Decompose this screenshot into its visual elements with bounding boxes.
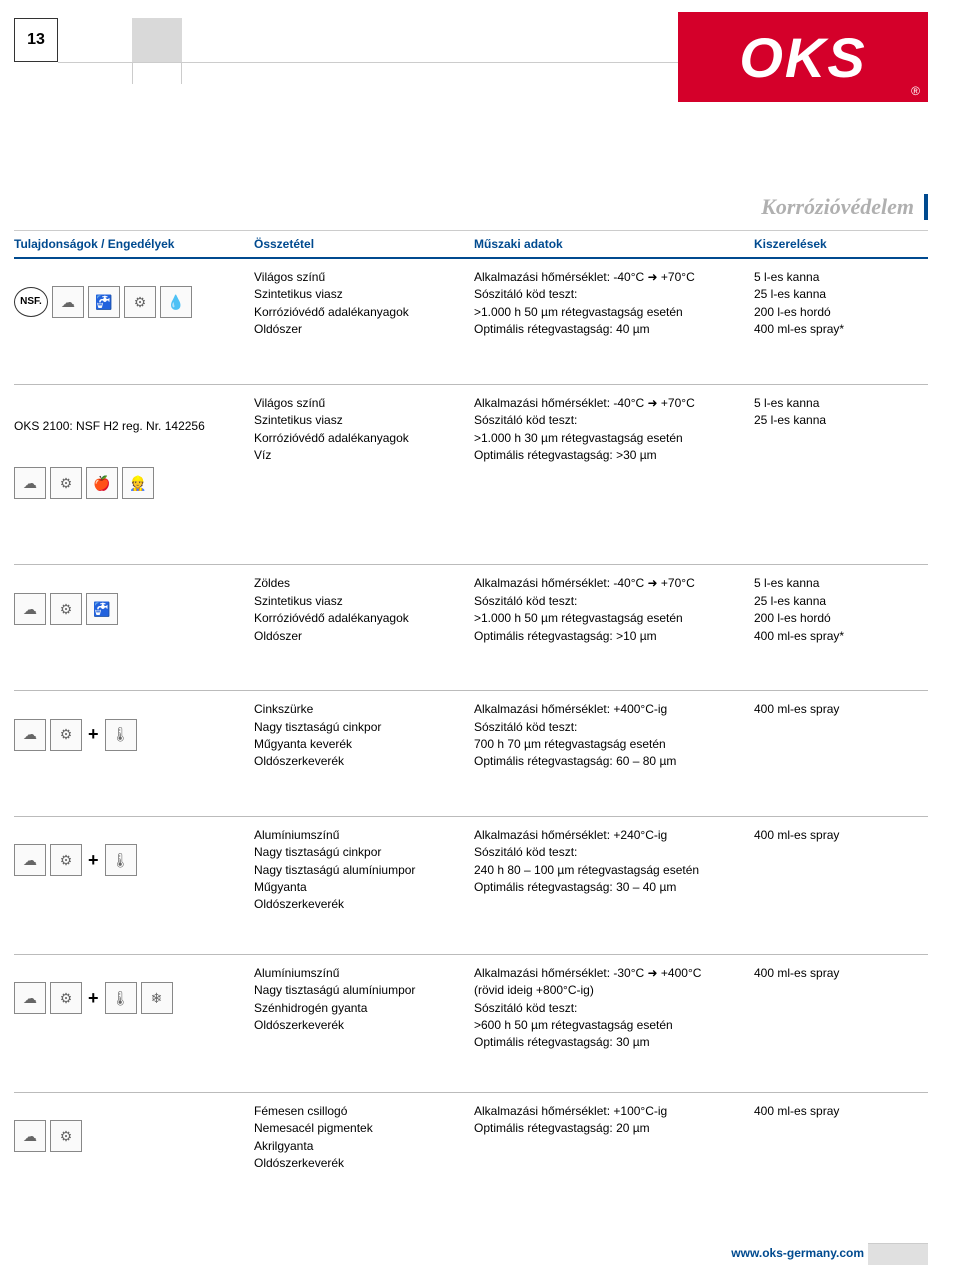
tech-text: Alkalmazási hőmérséklet: +240°C-ig Sószi… — [474, 827, 754, 914]
composition-text: Zöldes Szintetikus viasz Korrózióvédő ad… — [254, 575, 474, 650]
footer-tab — [868, 1243, 928, 1265]
gear-icon: ⚙ — [124, 286, 156, 318]
icon-group: ☁ ⚙ + 🌡 — [14, 844, 246, 876]
header-col-tech: Műszaki adatok — [474, 237, 754, 251]
header-col-packaging: Kiszerelések — [754, 237, 914, 251]
weather-icon: ☁ — [14, 593, 46, 625]
plus-icon: + — [86, 847, 101, 873]
tech-text: Alkalmazási hőmérséklet: +100°C-ig Optim… — [474, 1103, 754, 1178]
gear-icon: ⚙ — [50, 467, 82, 499]
section-title: Korrózióvédelem — [761, 194, 928, 220]
drop-icon: 💧 — [160, 286, 192, 318]
packaging-text: 400 ml-es spray — [754, 1103, 914, 1178]
composition-text: Cinkszürke Nagy tisztaságú cinkpor Műgya… — [254, 701, 474, 776]
packaging-text: 5 l-es kanna 25 l-es kanna 200 l-es hord… — [754, 575, 914, 650]
weather-icon: ☁ — [14, 982, 46, 1014]
weather-icon: ☁ — [52, 286, 84, 318]
tech-text: Alkalmazási hőmérséklet: -40°C ➜ +70°C S… — [474, 575, 754, 650]
icon-group: ☁ ⚙ + 🌡 ❄ — [14, 982, 246, 1014]
gear-icon: ⚙ — [50, 982, 82, 1014]
icon-group: ☁ ⚙ — [14, 1120, 246, 1152]
table-row: NSF. ☁ 🚰 ⚙ 💧 Világos színű Szintetikus v… — [14, 259, 928, 385]
plus-icon: + — [86, 985, 101, 1011]
top-tab — [132, 18, 182, 62]
temp-icon: 🌡 — [105, 844, 137, 876]
note-text: OKS 2100: NSF H2 reg. Nr. 142256 — [14, 418, 246, 435]
composition-text: Alumíniumszínű Nagy tisztaságú alumínium… — [254, 965, 474, 1052]
weather-icon: ☁ — [14, 1120, 46, 1152]
page-number: 13 — [14, 18, 58, 62]
plus-icon: + — [86, 721, 101, 747]
packaging-text: 400 ml-es spray — [754, 965, 914, 1052]
temp-icon: 🌡 — [105, 719, 137, 751]
tech-text: Alkalmazási hőmérséklet: -40°C ➜ +70°C S… — [474, 395, 754, 525]
table-header: Tulajdonságok / Engedélyek Összetétel Mű… — [14, 230, 928, 259]
composition-text: Fémesen csillogó Nemesacél pigmentek Akr… — [254, 1103, 474, 1178]
weather-icon: ☁ — [14, 719, 46, 751]
fruit-icon: 🍎 — [86, 467, 118, 499]
footer-url: www.oks-germany.com — [731, 1246, 864, 1262]
gear-icon: ⚙ — [50, 1120, 82, 1152]
header-col-properties: Tulajdonságok / Engedélyek — [14, 237, 254, 251]
oks-logo: OKS ® — [678, 12, 928, 102]
table-row: ☁ ⚙ + 🌡 Alumíniumszínű Nagy tisztaságú c… — [14, 817, 928, 955]
packaging-text: 400 ml-es spray — [754, 701, 914, 776]
table-row: ☁ ⚙ + 🌡 Cinkszürke Nagy tisztaságú cinkp… — [14, 691, 928, 817]
table-row: ☁ ⚙ 🚰 Zöldes Szintetikus viasz Korrózióv… — [14, 565, 928, 691]
table-row: OKS 2100: NSF H2 reg. Nr. 142256 ☁ ⚙ 🍎 👷… — [14, 385, 928, 566]
worker-icon: 👷 — [122, 467, 154, 499]
packaging-text: 400 ml-es spray — [754, 827, 914, 914]
packaging-text: 5 l-es kanna 25 l-es kanna — [754, 395, 914, 525]
temp-icon: 🌡 — [105, 982, 137, 1014]
tap-icon: 🚰 — [86, 593, 118, 625]
table-row: ☁ ⚙ + 🌡 ❄ Alumíniumszínű Nagy tisztaságú… — [14, 955, 928, 1093]
composition-text: Világos színű Szintetikus viasz Korrózió… — [254, 269, 474, 344]
tech-text: Alkalmazási hőmérséklet: -40°C ➜ +70°C S… — [474, 269, 754, 344]
tech-text: Alkalmazási hőmérséklet: +400°C-ig Sószi… — [474, 701, 754, 776]
packaging-text: 5 l-es kanna 25 l-es kanna 200 l-es hord… — [754, 269, 914, 344]
nsf-badge-icon: NSF. — [14, 287, 48, 317]
tap-icon: 🚰 — [88, 286, 120, 318]
weather-icon: ☁ — [14, 467, 46, 499]
tech-text: Alkalmazási hőmérséklet: -30°C ➜ +400°C … — [474, 965, 754, 1052]
gear-icon: ⚙ — [50, 593, 82, 625]
registered-icon: ® — [911, 84, 922, 98]
composition-text: Világos színű Szintetikus viasz Korrózió… — [254, 395, 474, 525]
gear-icon: ⚙ — [50, 719, 82, 751]
icon-group: ☁ ⚙ 🚰 — [14, 593, 246, 625]
icon-group: ☁ ⚙ + 🌡 — [14, 719, 246, 751]
top-tab-border — [132, 62, 182, 84]
gear-icon: ⚙ — [50, 844, 82, 876]
snow-icon: ❄ — [141, 982, 173, 1014]
composition-text: Alumíniumszínű Nagy tisztaságú cinkpor N… — [254, 827, 474, 914]
icon-group: ☁ ⚙ 🍎 👷 — [14, 467, 246, 499]
content-area: Tulajdonságok / Engedélyek Összetétel Mű… — [14, 230, 928, 1218]
logo-text: OKS — [739, 25, 866, 90]
footer: www.oks-germany.com — [731, 1243, 928, 1265]
table-row: ☁ ⚙ Fémesen csillogó Nemesacél pigmentek… — [14, 1093, 928, 1218]
icon-group: NSF. ☁ 🚰 ⚙ 💧 — [14, 286, 246, 318]
header-col-composition: Összetétel — [254, 237, 474, 251]
weather-icon: ☁ — [14, 844, 46, 876]
